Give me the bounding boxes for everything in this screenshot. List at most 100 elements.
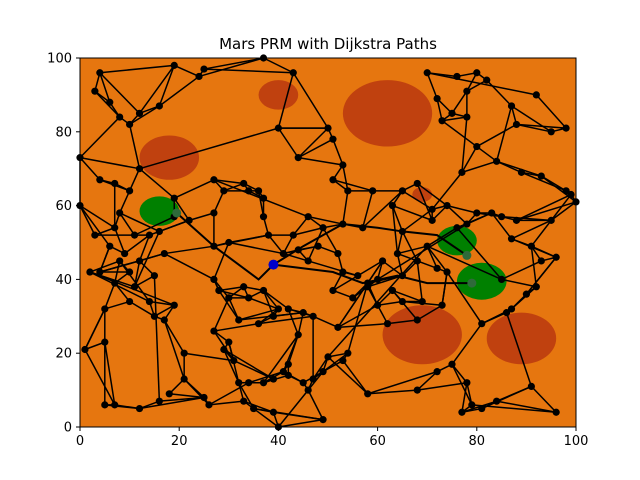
roadmap-edge bbox=[382, 260, 403, 277]
roadmap-edge bbox=[297, 127, 329, 159]
roadmap-edge bbox=[476, 123, 517, 148]
roadmap-edge bbox=[342, 360, 369, 395]
roadmap-node bbox=[502, 309, 511, 317]
roadmap-edge bbox=[401, 231, 418, 262]
roadmap-edge bbox=[263, 289, 289, 310]
roadmap-edge bbox=[332, 179, 373, 192]
roadmap-edge bbox=[104, 282, 116, 310]
dijkstra-path bbox=[272, 223, 468, 266]
roadmap-edge bbox=[297, 138, 334, 159]
roadmap-edge bbox=[521, 171, 567, 192]
roadmap-edge bbox=[79, 156, 140, 170]
roadmap-edge bbox=[79, 116, 121, 159]
roadmap-node bbox=[230, 356, 238, 365]
roadmap-edge bbox=[158, 75, 200, 107]
x-tick-label: 40 bbox=[270, 434, 287, 449]
roadmap-node bbox=[433, 94, 441, 103]
roadmap-node bbox=[220, 187, 228, 195]
roadmap-edge bbox=[516, 193, 572, 222]
roadmap-node bbox=[254, 320, 263, 328]
roadmap-edge bbox=[139, 396, 205, 410]
roadmap-edge bbox=[511, 286, 537, 310]
roadmap-node bbox=[463, 379, 471, 387]
roadmap-edge bbox=[481, 385, 532, 410]
roadmap-node bbox=[101, 305, 109, 313]
roadmap-node bbox=[101, 338, 109, 346]
roadmap-node bbox=[135, 257, 144, 265]
roadmap-node bbox=[507, 235, 516, 243]
roadmap-node bbox=[493, 397, 501, 405]
roadmap-edge bbox=[426, 227, 458, 247]
roadmap-edge bbox=[173, 197, 190, 221]
roadmap-edge bbox=[253, 407, 279, 428]
roadmap-node bbox=[220, 345, 228, 354]
roadmap-node bbox=[478, 404, 486, 413]
roadmap-node bbox=[155, 102, 163, 110]
roadmap-edge bbox=[218, 286, 244, 292]
roadmap-edge bbox=[535, 94, 567, 129]
roadmap-node bbox=[374, 301, 382, 309]
roadmap-edge bbox=[262, 290, 275, 317]
roadmap-node bbox=[512, 216, 521, 224]
roadmap-edge bbox=[213, 234, 269, 247]
roadmap-edge bbox=[218, 289, 249, 299]
obstacle-crater bbox=[342, 80, 433, 147]
roadmap-node bbox=[334, 323, 342, 331]
roadmap-node bbox=[433, 368, 441, 376]
roadmap-edge bbox=[277, 389, 309, 428]
roadmap-edge bbox=[119, 212, 136, 236]
roadmap-edge bbox=[511, 105, 552, 133]
roadmap-edge bbox=[396, 231, 404, 254]
roadmap-node bbox=[374, 275, 382, 283]
roadmap-edge bbox=[298, 156, 344, 166]
roadmap-edge bbox=[262, 289, 279, 310]
roadmap-node bbox=[448, 109, 456, 117]
roadmap-edge bbox=[511, 219, 552, 240]
roadmap-edge bbox=[277, 72, 295, 129]
roadmap-edge bbox=[426, 245, 438, 269]
start-node bbox=[268, 259, 279, 270]
roadmap-node bbox=[493, 157, 501, 165]
roadmap-node bbox=[344, 349, 352, 357]
roadmap-edge bbox=[431, 171, 463, 210]
roadmap-edge bbox=[347, 282, 369, 354]
roadmap-edge bbox=[367, 389, 418, 395]
roadmap-edge bbox=[223, 349, 240, 384]
roadmap-node bbox=[235, 316, 243, 324]
roadmap-edge bbox=[416, 182, 448, 207]
roadmap-edge bbox=[461, 116, 468, 173]
roadmap-edge bbox=[114, 227, 126, 254]
roadmap-edge bbox=[342, 190, 349, 225]
roadmap-edge bbox=[461, 382, 468, 413]
roadmap-node bbox=[413, 257, 421, 265]
roadmap-edge bbox=[153, 275, 161, 402]
roadmap-edge bbox=[154, 304, 175, 317]
roadmap-node bbox=[329, 135, 337, 143]
roadmap-edge bbox=[525, 256, 557, 295]
roadmap-node bbox=[393, 249, 402, 258]
roadmap-node bbox=[259, 379, 268, 387]
roadmap-node bbox=[200, 65, 208, 73]
roadmap-node bbox=[101, 401, 109, 409]
terrain-background bbox=[80, 58, 576, 427]
roadmap-edge bbox=[128, 168, 141, 192]
axes-frame bbox=[79, 57, 577, 428]
roadmap-node bbox=[488, 209, 496, 217]
roadmap-edge bbox=[332, 138, 344, 166]
roadmap-node bbox=[438, 117, 446, 125]
roadmap-edge bbox=[486, 79, 513, 107]
roadmap-edge bbox=[79, 205, 96, 236]
roadmap-node bbox=[369, 187, 377, 195]
roadmap-node bbox=[552, 408, 560, 416]
roadmap-edge bbox=[337, 260, 384, 328]
roadmap-node bbox=[458, 408, 466, 416]
roadmap-edge bbox=[377, 300, 403, 306]
roadmap-edge bbox=[89, 260, 120, 273]
roadmap-node bbox=[284, 371, 292, 379]
roadmap-edge bbox=[466, 79, 488, 92]
roadmap-edge bbox=[357, 260, 383, 277]
goal-region bbox=[456, 262, 507, 300]
roadmap-node bbox=[254, 187, 263, 195]
roadmap-edge bbox=[213, 330, 235, 361]
roadmap-node bbox=[81, 345, 89, 354]
